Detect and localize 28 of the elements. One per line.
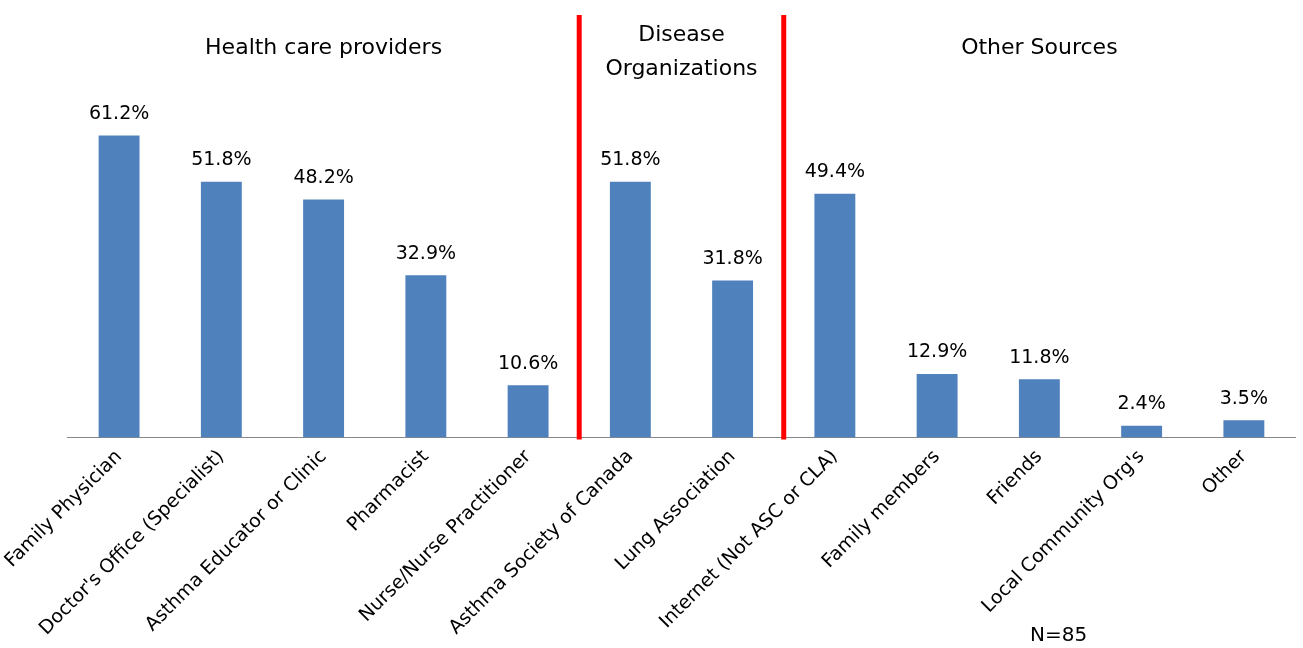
- data-label: 31.8%: [702, 246, 763, 269]
- data-label: 51.8%: [600, 147, 661, 170]
- bar: [98, 135, 140, 438]
- bar: [507, 385, 549, 438]
- data-label: 3.5%: [1219, 385, 1269, 408]
- bar: [1223, 420, 1265, 438]
- text: N=85: [1030, 622, 1088, 646]
- bar: [916, 373, 958, 438]
- bar: [1018, 379, 1060, 438]
- data-label: 2.4%: [1117, 391, 1166, 414]
- bar: [814, 193, 856, 438]
- text: Health care providers: [205, 33, 443, 59]
- bar: [609, 181, 651, 438]
- data-label: 61.2%: [88, 100, 150, 123]
- bar: [712, 280, 754, 438]
- bar: [200, 181, 242, 438]
- data-label: 10.6%: [497, 350, 559, 373]
- text: Disease Organizations: [605, 20, 758, 80]
- data-label: 49.4%: [804, 159, 866, 182]
- data-label: 48.2%: [293, 165, 354, 188]
- text: Other Sources: [961, 33, 1118, 59]
- bar: [1121, 425, 1163, 438]
- bar: [405, 275, 447, 438]
- bar: [303, 199, 345, 438]
- data-label: 32.9%: [395, 240, 457, 263]
- data-label: 12.9%: [906, 339, 968, 362]
- data-label: 51.8%: [191, 147, 252, 170]
- data-label: 11.8%: [1009, 344, 1070, 367]
